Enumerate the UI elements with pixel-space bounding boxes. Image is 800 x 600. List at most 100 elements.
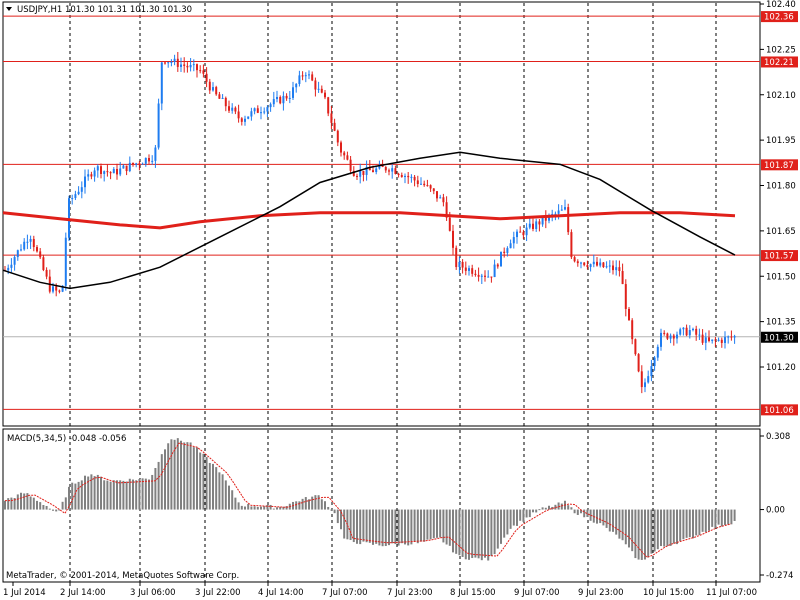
candle-body	[362, 170, 365, 175]
macd-bar	[429, 509, 432, 540]
candle-body	[68, 198, 70, 238]
macd-bar	[394, 509, 397, 545]
candle-body	[372, 170, 374, 173]
macd-bar	[74, 483, 77, 510]
candle-body	[135, 163, 138, 165]
macd-bar	[148, 479, 150, 510]
candle-body	[84, 176, 86, 188]
macd-bar	[602, 509, 605, 526]
macd-bar	[183, 442, 186, 510]
macd-bar	[301, 498, 304, 510]
level-price-tag	[761, 404, 798, 416]
macd-bar	[247, 503, 250, 510]
candle-body	[32, 238, 35, 248]
macd-bar	[144, 478, 147, 510]
macd-bar	[340, 509, 342, 530]
macd-bar	[583, 509, 586, 518]
candle-body	[324, 92, 326, 98]
candle-body	[221, 97, 224, 99]
macd-bar	[717, 509, 720, 525]
level-price-tag	[761, 11, 798, 23]
macd-bar	[100, 476, 102, 510]
candle-body	[346, 155, 349, 160]
candle-body	[138, 163, 141, 165]
symbol-header[interactable]: USDJPY,H1 101.30 101.31 101.30 101.30	[6, 5, 192, 15]
macd-bar	[16, 494, 19, 510]
candle-body	[368, 166, 371, 171]
macd-bar	[688, 509, 691, 538]
macd-bar	[58, 509, 61, 511]
macd-bar	[487, 509, 490, 561]
macd-bar	[205, 457, 208, 510]
macd-bar	[519, 509, 522, 521]
candle-body	[586, 265, 589, 267]
level-price-label: 102.36	[764, 13, 794, 23]
candle-body	[384, 166, 387, 171]
macd-bar	[656, 509, 659, 550]
candle-body	[557, 210, 560, 214]
candle-body	[724, 337, 726, 343]
candle-body	[730, 336, 733, 338]
macd-bar	[605, 509, 608, 528]
macd-bar	[503, 509, 506, 538]
macd-bar	[362, 509, 365, 542]
macd-bar	[384, 509, 387, 547]
macd-bar	[87, 476, 90, 510]
candle-body	[224, 97, 227, 107]
candle-body	[631, 320, 634, 340]
candle-body	[295, 83, 298, 88]
macd-bar	[138, 478, 141, 510]
price-chart-panel[interactable]: USDJPY,H1 101.30 101.31 101.30 101.30	[2, 1, 761, 427]
candle-body	[247, 116, 250, 119]
macd-bar	[36, 500, 38, 510]
candle-body	[570, 232, 573, 258]
macd-bar	[599, 509, 602, 524]
candle-body	[320, 88, 323, 93]
level-price-label: 101.06	[764, 406, 794, 416]
dropdown-triangle-icon[interactable]	[6, 7, 12, 11]
macd-bar	[96, 474, 99, 510]
macd-bar	[180, 440, 182, 510]
candle-body	[272, 99, 275, 105]
candle-body	[356, 175, 358, 177]
price-label: 102.40	[766, 0, 796, 10]
candle-body	[282, 95, 285, 104]
macd-bar	[7, 498, 10, 510]
macd-bar	[468, 509, 470, 560]
candle-body	[311, 74, 314, 81]
macd-bar	[109, 481, 112, 510]
macd-bar	[282, 506, 285, 510]
macd-bar	[116, 480, 118, 510]
macd-bar	[458, 509, 461, 556]
candle-body	[650, 366, 653, 377]
macd-bar	[90, 474, 93, 510]
macd-bar	[272, 508, 275, 510]
macd-bar	[404, 509, 406, 545]
macd-bar	[426, 509, 429, 540]
macd-bar	[496, 509, 499, 549]
macd-bar	[528, 509, 531, 518]
candle-body	[228, 106, 230, 111]
macd-bar	[308, 499, 310, 510]
macd-bar	[304, 497, 307, 510]
macd-bar	[368, 509, 371, 543]
macd-panel[interactable]: MACD(5,34,5) -0.048 -0.056 MetaTrader, ©…	[2, 428, 761, 583]
candle-body	[16, 250, 19, 258]
macd-bar	[333, 509, 336, 514]
macd-bar	[637, 509, 640, 560]
macd-bar	[64, 497, 67, 510]
candle-body	[416, 180, 419, 184]
candle-body	[522, 232, 525, 236]
candle-body	[279, 96, 282, 104]
macd-bar	[464, 509, 467, 560]
candle-body	[205, 73, 208, 82]
macd-bar	[612, 509, 614, 532]
candle-body	[240, 118, 243, 122]
candle-body	[637, 354, 640, 372]
candle-body	[304, 75, 307, 77]
macd-bar	[532, 509, 534, 513]
macd-bar	[128, 478, 131, 510]
macd-bar	[106, 480, 109, 510]
candle-body	[717, 339, 720, 341]
